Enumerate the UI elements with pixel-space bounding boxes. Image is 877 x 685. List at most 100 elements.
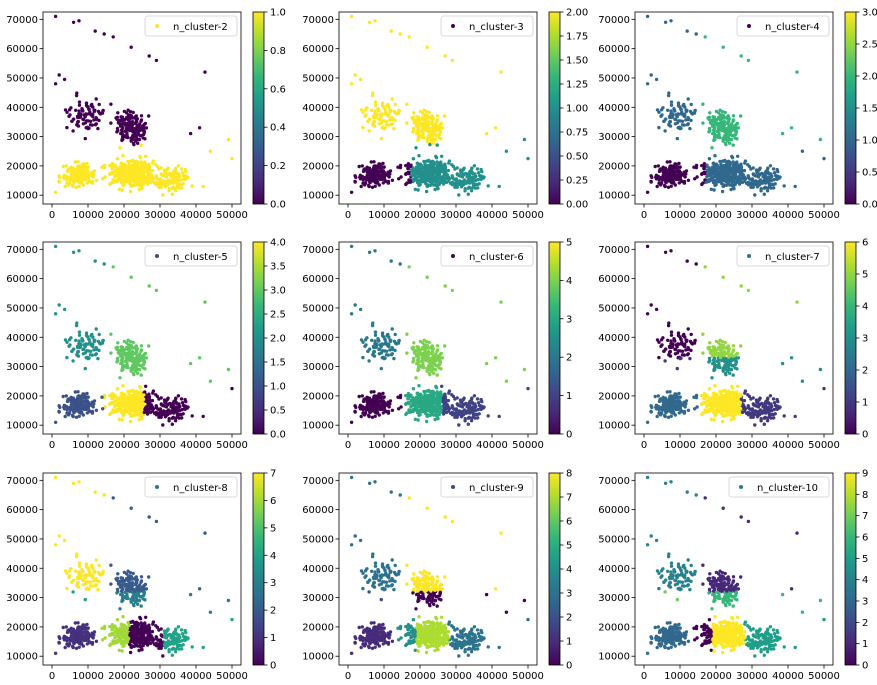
scatter-point — [440, 126, 445, 130]
scatter-point — [71, 359, 75, 363]
scatter-point — [75, 353, 79, 357]
scatter-point — [124, 123, 128, 127]
scatter-point — [145, 182, 150, 186]
scatter-point — [179, 167, 184, 171]
scatter-point — [369, 160, 373, 164]
scatter-point — [119, 161, 123, 166]
scatter-point — [438, 129, 442, 133]
scatter-point — [479, 167, 483, 172]
colorbar-tick-label: 0.4 — [270, 123, 286, 134]
scatter-point — [353, 409, 357, 414]
scatter-point — [408, 180, 413, 184]
scatter-point — [383, 342, 387, 346]
scatter-point — [94, 97, 98, 101]
scatter-point — [413, 167, 417, 172]
scatter-point — [466, 416, 471, 420]
y-tick-label: 50000 — [302, 303, 334, 314]
scatter-point — [782, 184, 786, 188]
subplot-3: 0 10000 20000 30000 40000 5000010000200003000… — [598, 8, 877, 222]
scatter-point — [728, 166, 732, 170]
scatter-point — [683, 114, 687, 119]
scatter-point — [457, 193, 461, 197]
scatter-point — [76, 160, 80, 164]
scatter-point — [97, 332, 101, 337]
scatter-point — [94, 178, 99, 182]
scatter-point — [429, 116, 433, 120]
colorbar-tick-label: 2.5 — [862, 40, 877, 51]
scatter-point — [381, 404, 385, 408]
scatter-point — [128, 402, 132, 406]
scatter-point — [405, 102, 409, 106]
scatter-point — [137, 367, 142, 372]
scatter-point — [411, 178, 416, 182]
scatter-point — [426, 115, 430, 119]
scatter-point — [707, 157, 712, 161]
scatter-point — [439, 176, 444, 180]
scatter-point — [80, 337, 84, 341]
scatter-point — [109, 351, 113, 355]
scatter-point — [382, 356, 386, 361]
scatter-point — [416, 352, 420, 356]
scatter-point — [147, 167, 152, 171]
y-tick-label: 10000 — [598, 191, 630, 202]
scatter-point — [467, 408, 471, 412]
scatter-point — [700, 172, 704, 176]
scatter-point — [109, 332, 113, 336]
scatter-point — [446, 168, 451, 173]
scatter-point — [74, 323, 79, 328]
scatter-point — [76, 350, 80, 354]
scatter-point — [157, 184, 161, 189]
legend-label: n_cluster-4 — [765, 22, 820, 33]
scatter-point — [475, 167, 480, 171]
scatter-point — [721, 165, 725, 170]
scatter-point — [718, 159, 722, 164]
scatter-point — [383, 408, 387, 412]
scatter-point — [131, 170, 135, 175]
scatter-point — [373, 115, 378, 120]
scatter-point — [131, 134, 136, 138]
scatter-point — [708, 111, 712, 115]
scatter-point — [712, 138, 716, 143]
scatter-point — [139, 176, 144, 180]
scatter-point — [364, 113, 368, 117]
scatter-point — [120, 352, 125, 356]
scatter-point — [358, 77, 363, 82]
scatter-point — [139, 373, 143, 377]
scatter-point — [667, 123, 671, 127]
x-tick-label: 50000 — [512, 440, 544, 451]
scatter-point — [147, 163, 151, 167]
scatter-point — [731, 176, 736, 180]
scatter-point — [422, 108, 426, 112]
scatter-point — [155, 406, 159, 410]
scatter-point — [686, 178, 691, 182]
scatter-point — [177, 416, 181, 420]
scatter-point — [370, 185, 375, 189]
y-tick-label: 60000 — [6, 44, 38, 55]
scatter-point — [379, 136, 383, 141]
x-tick-label: 10000 — [664, 210, 696, 221]
scatter-point — [78, 164, 82, 168]
x-tick-label: 50000 — [512, 210, 544, 221]
colorbar-tick-label: 0.5 — [862, 168, 877, 179]
scatter-point — [117, 170, 121, 175]
scatter-point — [723, 170, 727, 175]
scatter-point — [425, 353, 430, 357]
y-tick-label: 50000 — [302, 73, 334, 84]
scatter-point — [177, 402, 181, 406]
scatter-point — [427, 388, 431, 393]
x-tick-label: 30000 — [440, 210, 472, 221]
scatter-point — [447, 179, 451, 183]
scatter-point — [87, 107, 91, 111]
scatter-point — [173, 189, 178, 193]
scatter-point — [137, 137, 142, 142]
scatter-point — [126, 338, 130, 342]
scatter-point — [776, 174, 780, 178]
scatter-point — [711, 161, 715, 166]
scatter-point — [95, 347, 99, 351]
scatter-point — [100, 165, 104, 169]
scatter-point — [139, 114, 144, 118]
scatter-point — [68, 113, 72, 117]
scatter-point — [762, 172, 767, 176]
scatter-point — [425, 414, 429, 418]
scatter-point — [425, 184, 429, 188]
